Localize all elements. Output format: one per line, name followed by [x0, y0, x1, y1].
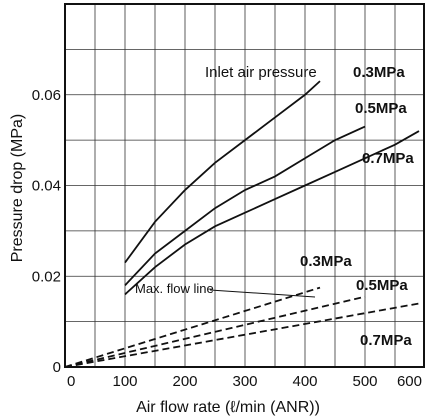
series-line-solid-0.7MPa [124, 130, 420, 296]
y-tick-label: 0 [53, 359, 61, 376]
x-tick-label: 300 [232, 373, 257, 390]
series-line-dashed-0.5MPa [64, 295, 366, 368]
series-line-dashed-0.7MPa [64, 302, 420, 368]
x-tick-label: 200 [172, 373, 197, 390]
x-axis-title: Air flow rate (ℓ/min (ANR)) [136, 399, 320, 416]
label-lower-0.7mpa: 0.7MPa [360, 332, 412, 349]
x-tick-label: 600 [397, 373, 422, 390]
y-tick-label: 0.06 [32, 87, 61, 104]
y-tick-labels: 0 0.02 0.04 0.06 [32, 87, 61, 376]
label-upper-0.7mpa: 0.7MPa [362, 150, 414, 167]
x-tick-label: 0 [67, 373, 75, 390]
series-group [64, 80, 420, 368]
series-line-solid-0.5MPa [124, 125, 366, 286]
label-lower-0.3mpa: 0.3MPa [300, 253, 352, 270]
series-line-dashed-0.3MPa [64, 286, 321, 368]
inlet-pressure-annotation: Inlet air pressure [205, 64, 317, 81]
y-axis-title: Pressure drop (MPa) [9, 114, 26, 263]
y-tick-label: 0.02 [32, 268, 61, 285]
x-tick-label: 400 [292, 373, 317, 390]
plot-frame [64, 3, 425, 368]
x-tick-labels: 0 100 200 300 400 500 600 [67, 373, 422, 390]
grid [65, 4, 425, 367]
label-lower-0.5mpa: 0.5MPa [356, 277, 408, 294]
y-tick-label: 0.04 [32, 178, 61, 195]
label-upper-0.5mpa: 0.5MPa [355, 100, 407, 117]
x-tick-label: 100 [112, 373, 137, 390]
max-flow-line-leader [209, 289, 316, 298]
max-flow-line-label: Max. flow line [135, 281, 214, 296]
label-upper-0.3mpa: 0.3MPa [353, 64, 405, 81]
x-tick-label: 500 [352, 373, 377, 390]
series-line-solid-0.3MPa [124, 80, 321, 264]
